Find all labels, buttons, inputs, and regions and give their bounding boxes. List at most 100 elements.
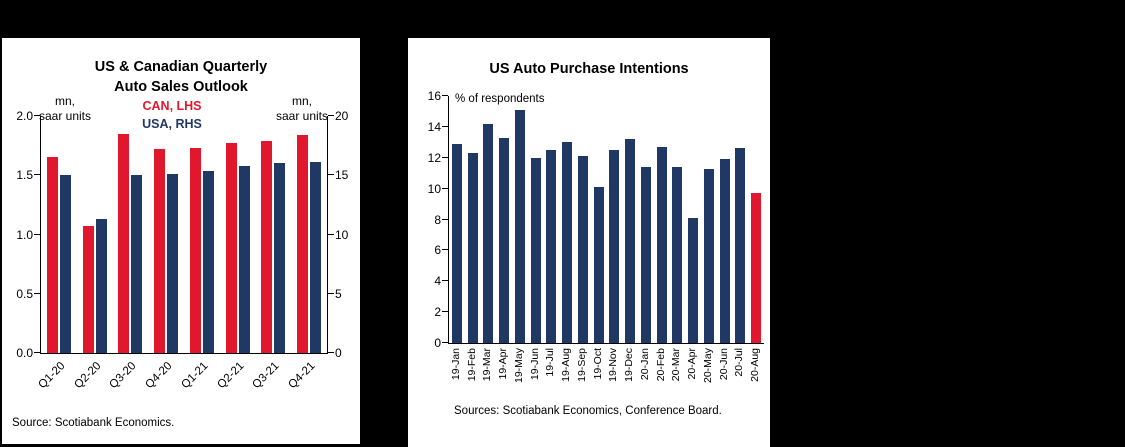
y-tick-left <box>34 115 40 117</box>
bar-can-Q2-21 <box>226 143 237 353</box>
purchase-intentions-plot: % of respondents 19-Jan 19-Feb 19-Mar 19-Ap… <box>428 89 764 383</box>
bar-20-Jun <box>720 159 730 343</box>
legend-item-usa: USA, RHS <box>142 116 202 131</box>
y-tick-label-right: 20 <box>335 109 349 123</box>
x-tick-label: 20-Jun <box>718 348 730 381</box>
bar-19-Jan <box>452 144 462 343</box>
y-tick-left <box>34 352 40 354</box>
x-tick-label: 19-Jun <box>529 348 541 381</box>
bar-can-Q4-20 <box>154 149 165 353</box>
legend-item-can: CAN, LHS <box>142 99 202 113</box>
x-tick-label: 20-Jul <box>733 348 745 377</box>
y-tick <box>442 157 448 159</box>
y-tick-label: 10 <box>427 182 441 196</box>
y-tick <box>442 219 448 221</box>
bar-usa-Q4-21 <box>310 162 321 353</box>
y-tick-label: 0 <box>434 336 441 350</box>
chart-legend: CAN, LHS USA, RHS <box>122 98 222 133</box>
bar-can-Q3-21 <box>261 141 272 353</box>
bar-usa-Q3-20 <box>131 175 142 353</box>
y-tick-label-right: 0 <box>335 346 342 360</box>
y-tick-label-right: 5 <box>335 287 342 301</box>
x-tick-label: 19-Sep <box>576 348 588 382</box>
x-tick-label: 20-Apr <box>686 348 698 380</box>
y-tick <box>442 249 448 251</box>
purchase-intentions-chart-panel: US Auto Purchase Intentions % of respond… <box>408 38 770 447</box>
x-tick-label: 20-Jan <box>639 348 651 381</box>
bar-can-Q1-20 <box>47 157 58 353</box>
bar-19-Dec <box>625 139 635 343</box>
x-tick-label: 20-Mar <box>670 348 682 382</box>
purchase-intentions-source: Sources: Scotiabank Economics, Conferenc… <box>454 405 722 417</box>
bar-usa-Q3-21 <box>274 163 285 353</box>
y-tick-label-right: 15 <box>335 168 349 182</box>
y-tick-label: 2 <box>434 305 441 319</box>
bar-20-Feb <box>657 147 667 343</box>
bar-20-Jul <box>735 148 745 343</box>
right-axis-unit-label: mn, saar units <box>275 94 329 123</box>
y-tick-right <box>328 234 334 236</box>
percent-respondents-label: % of respondents <box>455 93 545 105</box>
x-tick-label: 19-Mar <box>481 348 493 382</box>
bar-usa-Q1-21 <box>203 171 214 353</box>
y-tick-left <box>34 234 40 236</box>
y-tick-label-left: 2.0 <box>16 109 33 123</box>
y-tick-label-left: 1.0 <box>16 228 33 242</box>
x-tick-label: 19-Jul <box>544 348 556 377</box>
bar-19-Aug <box>562 142 572 343</box>
bar-20-Apr <box>688 218 698 343</box>
y-tick-label: 12 <box>427 151 441 165</box>
y-tick-label: 6 <box>434 243 441 257</box>
auto-sales-chart-panel: US & Canadian Quarterly Auto Sales Outlo… <box>2 38 360 444</box>
bar-can-Q3-20 <box>118 134 129 353</box>
y-tick-label: 8 <box>434 213 441 227</box>
x-tick-label: 19-Dec <box>623 348 635 382</box>
auto-sales-source: Source: Scotiabank Economics. <box>12 417 175 429</box>
x-tick-label: 19-Feb <box>466 348 478 382</box>
bar-19-Feb <box>468 153 478 343</box>
bar-19-Oct <box>594 187 604 343</box>
x-tick-label: 19-May <box>513 348 525 384</box>
y-tick <box>442 188 448 190</box>
y-tick <box>442 95 448 97</box>
bar-usa-Q2-20 <box>96 219 107 353</box>
left-axis-unit-label: mn, saar units <box>38 94 92 123</box>
y-tick-label-left: 1.5 <box>16 168 33 182</box>
bar-can-Q2-20 <box>83 226 94 353</box>
y-tick-left <box>34 174 40 176</box>
y-tick-label-left: 0.5 <box>16 287 33 301</box>
y-tick-right <box>328 293 334 295</box>
auto-sales-chart-title: US & Canadian Quarterly Auto Sales Outlo… <box>94 59 268 95</box>
y-tick-label-right: 10 <box>335 228 349 242</box>
y-tick-label: 4 <box>434 274 441 288</box>
bar-19-Jul <box>546 150 556 343</box>
bar-19-Jun <box>531 158 541 343</box>
bar-usa-Q4-20 <box>167 174 178 353</box>
x-tick-label: 20-Aug <box>749 348 761 382</box>
bar-19-May <box>515 110 525 343</box>
bar-can-Q1-21 <box>190 148 201 353</box>
bar-20-Jan <box>641 167 651 343</box>
bar-20-May <box>704 169 714 343</box>
x-tick-label: 19-Oct <box>592 348 604 380</box>
bar-19-Mar <box>483 124 493 343</box>
bar-20-Mar <box>672 167 682 343</box>
bar-can-Q4-21 <box>297 135 308 353</box>
y-tick <box>442 311 448 313</box>
bar-19-Nov <box>609 150 619 343</box>
y-tick-label: 16 <box>427 89 441 103</box>
y-tick <box>442 280 448 282</box>
auto-sales-plot: Q1-20 Q2-20 Q3-20 Q4-20 Q1-21 Q2-21 Q3-21 Q4-21… <box>16 109 348 391</box>
x-tick-label: 19-Jan <box>450 348 462 381</box>
x-tick-label: 20-Feb <box>655 348 667 382</box>
y-tick <box>442 342 448 344</box>
y-tick-label-left: 0.0 <box>16 346 33 360</box>
x-tick-label: 20-May <box>702 348 714 384</box>
bar-20-Aug <box>751 193 761 343</box>
y-tick-label: 14 <box>427 120 441 134</box>
x-tick-label: 19-Aug <box>560 348 572 382</box>
y-tick <box>442 126 448 128</box>
y-tick-right <box>328 115 334 117</box>
bar-usa-Q2-21 <box>239 166 250 353</box>
